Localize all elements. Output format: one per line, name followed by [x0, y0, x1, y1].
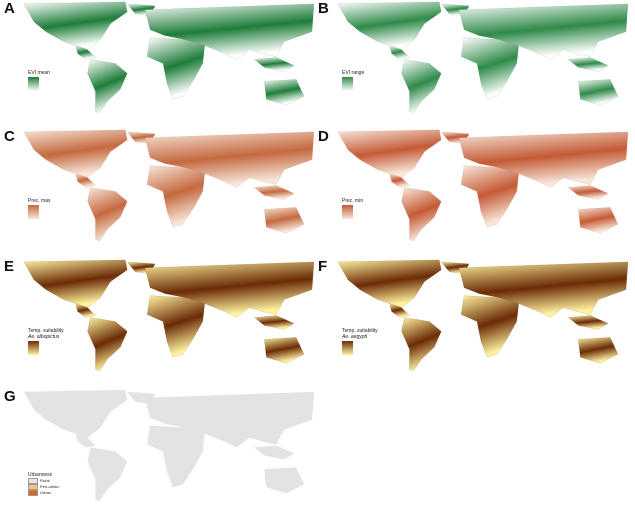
map-panel-c: C Prec. max: [4, 128, 314, 250]
map-legend: Prec. min: [342, 198, 363, 219]
world-map: [337, 1, 628, 114]
legend-color-ramp: [28, 77, 39, 91]
world-map: [337, 259, 628, 372]
legend-color-ramp: [28, 341, 39, 355]
world-map: [337, 129, 628, 242]
legend-title: Prec. min: [342, 198, 364, 204]
map-legend: Temp. suitability Ae. albopictus: [28, 328, 64, 355]
world-map: [23, 1, 314, 114]
legend-color-ramp: [342, 205, 353, 219]
legend-color-ramp: [342, 77, 353, 91]
legend-color-ramp: [28, 205, 39, 219]
world-map: [23, 129, 314, 242]
map-panel-f: F Temp. suitability Ae. aegypti: [318, 258, 628, 380]
panel-letter: F: [318, 258, 328, 275]
legend-subtitle: Ae. aegypti: [342, 334, 368, 340]
map-legend: EVI range: [342, 70, 364, 91]
panel-letter: C: [4, 128, 15, 145]
legend-title: Urbanness: [28, 472, 53, 478]
map-legend: Urbanness Rural Peri-urban Urban: [28, 472, 59, 496]
legend-title: Prec. max: [28, 198, 51, 204]
legend-title: Temp. suitability: [342, 328, 378, 334]
map-panel-d: D Prec. min: [318, 128, 628, 250]
map-panel-a: A EVI mean: [4, 0, 314, 122]
legend-category: Peri-urban: [28, 484, 59, 490]
legend-color-ramp: [342, 341, 353, 355]
map-panel-e: E Temp. suitability Ae. albopictus: [4, 258, 314, 380]
panel-letter: A: [4, 0, 15, 17]
world-map: [23, 389, 314, 502]
panel-letter: E: [4, 258, 15, 275]
legend-category: Urban: [28, 490, 59, 496]
legend-title: EVI range: [342, 70, 365, 76]
panel-letter: B: [318, 0, 329, 17]
world-map: [23, 259, 314, 372]
legend-subtitle: Ae. albopictus: [28, 334, 60, 340]
map-panel-b: B EVI range: [318, 0, 628, 122]
legend-category: Rural: [28, 478, 59, 484]
legend-title: Temp. suitability: [28, 328, 64, 334]
panel-letter: D: [318, 128, 329, 145]
map-legend: Temp. suitability Ae. aegypti: [342, 328, 378, 355]
map-legend: EVI mean: [28, 70, 50, 91]
map-legend: Prec. max: [28, 198, 51, 219]
legend-title: EVI mean: [28, 70, 50, 76]
map-panel-g: G Urbanness Rural Peri-urban Urban: [4, 388, 314, 510]
panel-letter: G: [4, 388, 16, 405]
